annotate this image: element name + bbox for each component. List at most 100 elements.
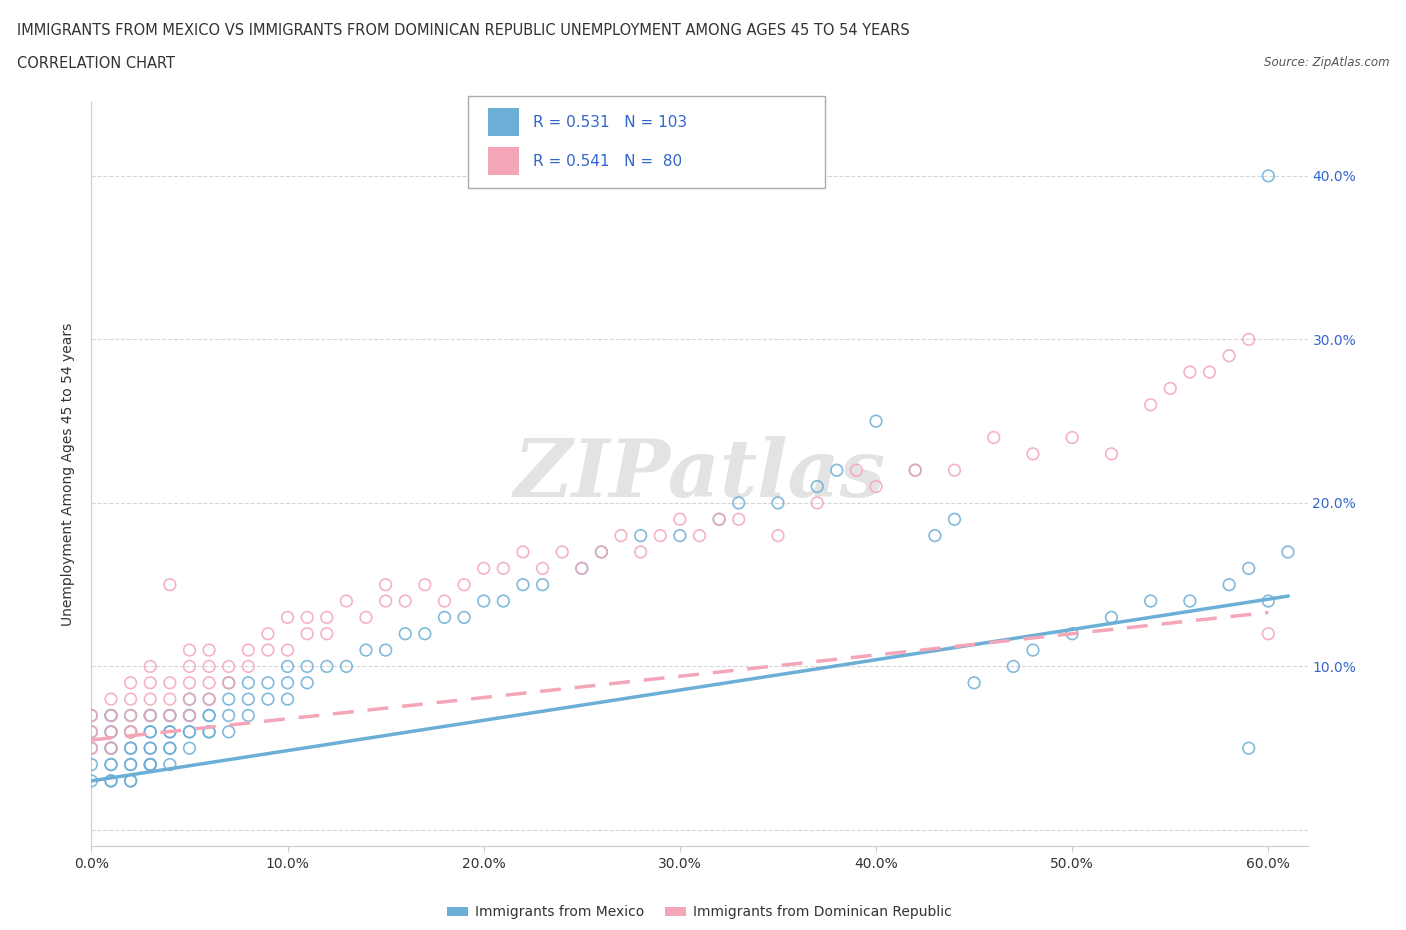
Point — [198, 724, 221, 739]
Point — [120, 741, 142, 756]
Point — [120, 708, 142, 723]
Point — [374, 578, 396, 592]
Point — [963, 675, 986, 690]
Point — [139, 708, 162, 723]
Point — [179, 724, 201, 739]
Point — [1178, 365, 1201, 379]
Point — [630, 545, 652, 560]
Point — [766, 528, 789, 543]
Text: R = 0.541   N =  80: R = 0.541 N = 80 — [533, 153, 682, 168]
Point — [159, 741, 181, 756]
Point — [139, 741, 162, 756]
Point — [295, 610, 318, 625]
Point — [727, 496, 749, 511]
Point — [120, 774, 142, 789]
Point — [198, 724, 221, 739]
Point — [1198, 365, 1220, 379]
Point — [277, 675, 299, 690]
Point — [453, 610, 475, 625]
Point — [1022, 643, 1045, 658]
Point — [688, 528, 710, 543]
Point — [1218, 578, 1240, 592]
Point — [100, 724, 122, 739]
Point — [433, 593, 456, 608]
Point — [433, 610, 456, 625]
Point — [374, 593, 396, 608]
Point — [492, 593, 515, 608]
Point — [1257, 593, 1279, 608]
Point — [394, 593, 416, 608]
Point — [1257, 626, 1279, 641]
Point — [139, 757, 162, 772]
Point — [650, 528, 672, 543]
Point — [335, 593, 357, 608]
Point — [943, 463, 966, 478]
Point — [531, 561, 554, 576]
Point — [120, 741, 142, 756]
Point — [277, 692, 299, 707]
Point — [669, 528, 692, 543]
Point — [257, 626, 280, 641]
Point — [315, 610, 337, 625]
Point — [335, 659, 357, 674]
Point — [904, 463, 927, 478]
Point — [159, 692, 181, 707]
Point — [198, 643, 221, 658]
Point — [610, 528, 633, 543]
Point — [120, 724, 142, 739]
Point — [139, 724, 162, 739]
Point — [198, 692, 221, 707]
Point — [707, 512, 730, 526]
Point — [120, 724, 142, 739]
Point — [238, 659, 260, 674]
Point — [100, 724, 122, 739]
Point — [218, 675, 240, 690]
Point — [120, 774, 142, 789]
Point — [198, 692, 221, 707]
Point — [472, 593, 495, 608]
Point — [179, 708, 201, 723]
Point — [100, 757, 122, 772]
Point — [394, 626, 416, 641]
Point — [179, 675, 201, 690]
Point — [943, 512, 966, 526]
Point — [238, 708, 260, 723]
Point — [159, 708, 181, 723]
Point — [139, 708, 162, 723]
Point — [257, 692, 280, 707]
Point — [277, 659, 299, 674]
Point — [531, 578, 554, 592]
Point — [983, 430, 1005, 445]
Point — [139, 757, 162, 772]
Point — [707, 512, 730, 526]
Point — [159, 708, 181, 723]
Point — [453, 578, 475, 592]
Point — [1099, 610, 1122, 625]
Point — [1159, 381, 1181, 396]
Point — [80, 708, 103, 723]
Point — [159, 757, 181, 772]
Point — [238, 643, 260, 658]
Point — [159, 724, 181, 739]
Point — [179, 741, 201, 756]
Point — [100, 741, 122, 756]
Point — [159, 724, 181, 739]
Point — [806, 496, 828, 511]
Point — [865, 414, 887, 429]
Point — [571, 561, 593, 576]
Point — [1022, 446, 1045, 461]
Point — [1218, 349, 1240, 364]
Point — [100, 774, 122, 789]
Point — [1099, 446, 1122, 461]
Point — [159, 741, 181, 756]
Point — [591, 545, 613, 560]
Point — [1237, 332, 1260, 347]
Point — [669, 512, 692, 526]
Point — [492, 561, 515, 576]
Point — [295, 626, 318, 641]
Point — [100, 708, 122, 723]
Point — [257, 643, 280, 658]
Point — [80, 724, 103, 739]
Point — [100, 741, 122, 756]
Point — [179, 692, 201, 707]
